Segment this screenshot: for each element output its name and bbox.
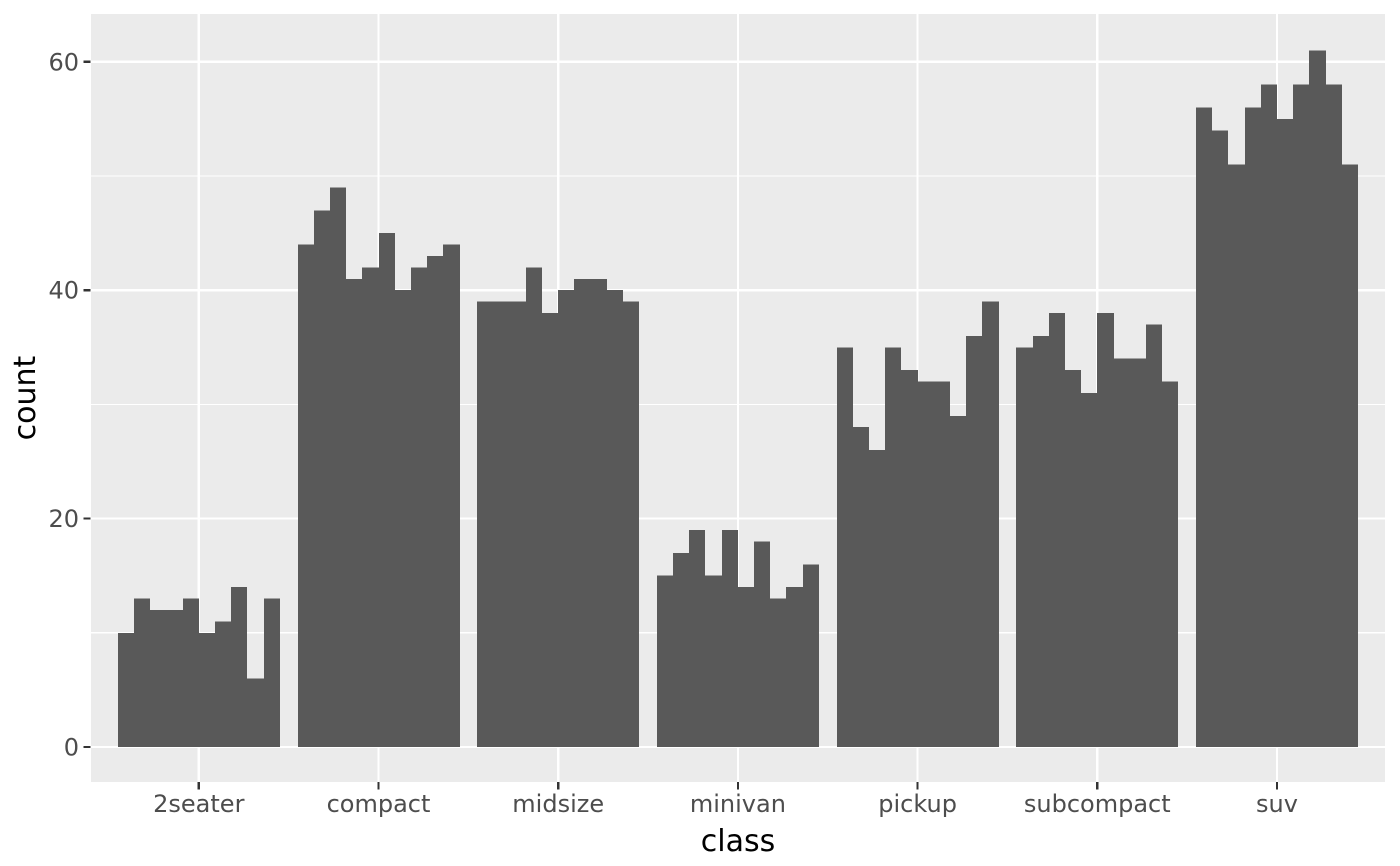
y-axis-title: count bbox=[8, 355, 43, 441]
bar-compact-10 bbox=[443, 244, 460, 747]
bar-2seater-9 bbox=[247, 678, 264, 747]
bar-pickup-9 bbox=[966, 335, 982, 747]
bar-minivan-3 bbox=[689, 530, 705, 747]
bar-2seater-5 bbox=[183, 598, 199, 747]
bar-minivan-9 bbox=[786, 587, 803, 747]
bar-midsize-9 bbox=[607, 290, 623, 747]
bar-suv-3 bbox=[1228, 164, 1245, 747]
bar-pickup-8 bbox=[950, 415, 966, 747]
bar-pickup-3 bbox=[869, 450, 885, 747]
bar-2seater-4 bbox=[166, 609, 183, 747]
bar-suv-5 bbox=[1261, 84, 1277, 747]
bar-minivan-5 bbox=[722, 530, 738, 747]
bar-pickup-7 bbox=[934, 381, 950, 747]
bar-compact-7 bbox=[395, 290, 411, 747]
bar-2seater-6 bbox=[199, 632, 215, 747]
x-axis-title: class bbox=[700, 824, 776, 859]
bar-minivan-4 bbox=[705, 575, 722, 747]
x-tick-label: compact bbox=[327, 790, 431, 818]
bar-midsize-5 bbox=[542, 313, 558, 747]
bar-compact-8 bbox=[411, 267, 427, 747]
bar-subcompact-9 bbox=[1146, 324, 1162, 747]
bar-midsize-4 bbox=[526, 267, 542, 747]
bar-pickup-10 bbox=[982, 301, 999, 747]
bar-subcompact-4 bbox=[1065, 370, 1081, 747]
bar-midsize-8 bbox=[591, 278, 607, 747]
bar-compact-6 bbox=[379, 233, 395, 748]
bar-subcompact-5 bbox=[1081, 392, 1097, 747]
bar-compact-3 bbox=[330, 187, 346, 748]
bar-compact-4 bbox=[346, 278, 362, 747]
bar-subcompact-7 bbox=[1114, 358, 1130, 747]
y-tick-label: 40 bbox=[48, 277, 79, 305]
bar-compact-1 bbox=[298, 244, 314, 747]
y-tick-label: 20 bbox=[48, 505, 79, 533]
bar-suv-1 bbox=[1196, 107, 1212, 748]
bar-suv-2 bbox=[1212, 130, 1228, 747]
bar-subcompact-8 bbox=[1130, 358, 1146, 747]
x-tick-label: 2seater bbox=[153, 790, 244, 818]
bar-pickup-6 bbox=[918, 381, 934, 747]
bar-pickup-5 bbox=[901, 370, 918, 747]
bar-suv-7 bbox=[1293, 84, 1309, 747]
bar-midsize-2 bbox=[493, 301, 510, 747]
bar-2seater-8 bbox=[231, 587, 247, 747]
bar-subcompact-3 bbox=[1049, 313, 1065, 747]
bar-subcompact-10 bbox=[1162, 381, 1178, 747]
bar-minivan-8 bbox=[770, 598, 786, 747]
bar-pickup-1 bbox=[837, 347, 853, 747]
bar-pickup-2 bbox=[853, 427, 869, 747]
bar-compact-2 bbox=[314, 210, 330, 747]
bar-subcompact-2 bbox=[1033, 335, 1049, 747]
bar-midsize-3 bbox=[510, 301, 526, 747]
bar-suv-9 bbox=[1326, 84, 1342, 747]
bar-2seater-1 bbox=[118, 632, 134, 747]
bar-pickup-4 bbox=[885, 347, 901, 747]
x-tick-label: pickup bbox=[878, 790, 957, 818]
bar-2seater-2 bbox=[134, 598, 150, 747]
bar-suv-8 bbox=[1309, 50, 1326, 747]
bar-compact-5 bbox=[362, 267, 379, 747]
bar-minivan-10 bbox=[803, 564, 819, 747]
bar-2seater-3 bbox=[150, 609, 166, 747]
bar-suv-4 bbox=[1245, 107, 1261, 748]
bar-suv-10 bbox=[1342, 164, 1358, 747]
x-tick-label: minivan bbox=[690, 790, 786, 818]
bar-midsize-7 bbox=[574, 278, 591, 747]
x-tick-label: subcompact bbox=[1024, 790, 1171, 818]
bar-2seater-10 bbox=[264, 598, 280, 747]
bar-subcompact-6 bbox=[1097, 313, 1114, 747]
bar-subcompact-1 bbox=[1016, 347, 1033, 747]
bar-minivan-2 bbox=[673, 552, 689, 747]
bar-midsize-1 bbox=[477, 301, 493, 747]
bar-minivan-7 bbox=[754, 541, 770, 747]
y-tick-label: 0 bbox=[64, 734, 79, 762]
bar-midsize-6 bbox=[558, 290, 574, 747]
bar-minivan-6 bbox=[738, 587, 754, 747]
y-tick-label: 60 bbox=[48, 48, 79, 76]
bar-2seater-7 bbox=[215, 621, 231, 747]
bar-minivan-1 bbox=[657, 575, 673, 747]
x-tick-label: midsize bbox=[512, 790, 604, 818]
bar-suv-6 bbox=[1277, 118, 1293, 747]
x-tick-label: suv bbox=[1256, 790, 1298, 818]
bar-midsize-10 bbox=[623, 301, 639, 747]
bar-compact-9 bbox=[427, 255, 443, 747]
